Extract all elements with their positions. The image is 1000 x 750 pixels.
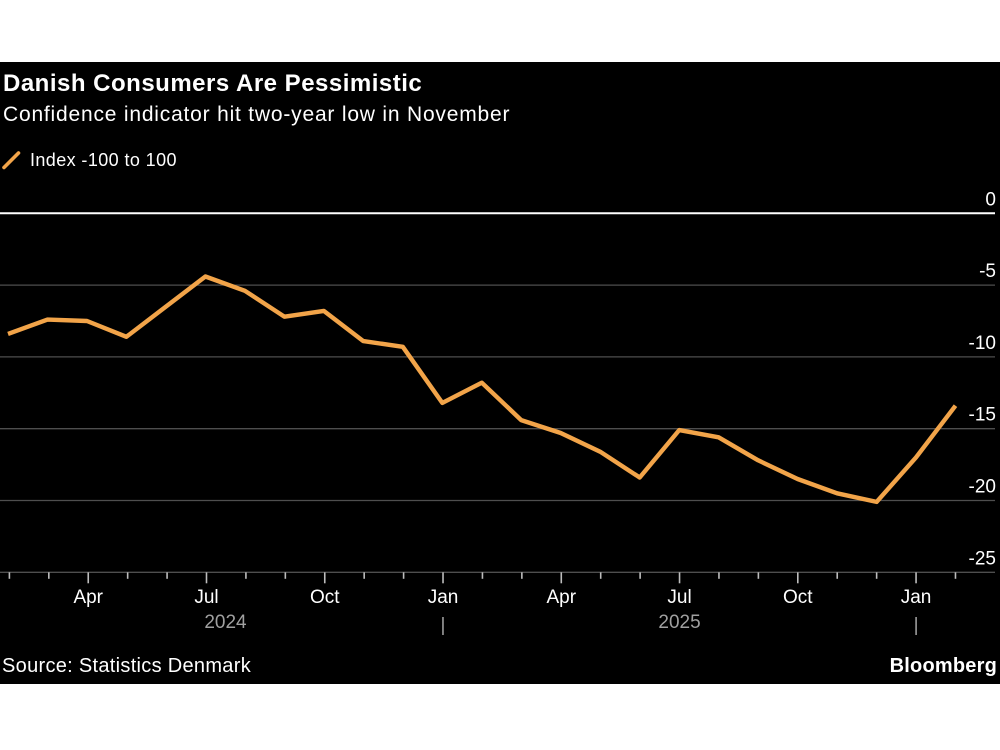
x-axis-month-label: Apr [73,587,103,608]
x-axis-month-label: Jul [667,587,691,608]
y-axis-label: -25 [969,548,996,569]
x-axis-month-label: Oct [783,587,813,608]
x-axis-month-label: Apr [546,587,576,608]
chart-subtitle: Confidence indicator hit two-year low in… [3,103,511,126]
chart-card: 0 -5 -10 -15 -20 -25 Apr Jul Oct Jan Apr Jul Oct Jan |… [0,62,1000,684]
chart-footer: Source: Statistics Denmark Bloomberg [2,655,997,683]
bloomberg-logo: Bloomberg [889,655,997,677]
source-note: Source: Statistics Denmark [2,655,251,677]
y-axis-label: -10 [969,333,996,354]
y-axis-label: -15 [969,405,996,426]
legend-label: Index -100 to 100 [30,149,177,170]
y-axis-label: 0 [985,189,996,210]
chart-title: Danish Consumers Are Pessimistic [3,70,423,97]
x-axis-month-label: Jan [901,587,932,608]
year-divider: | [441,615,446,636]
confidence-index-line [7,274,958,505]
x-axis-month-label: Jul [194,587,218,608]
year-label: 2024 [204,612,247,633]
line-series-swatch-icon [2,151,21,170]
year-divider: | [914,615,919,636]
x-axis-month-label: Jan [428,587,459,608]
legend: Index -100 to 100 [2,148,177,172]
line-chart-plot: 0 -5 -10 -15 -20 -25 Apr Jul Oct Jan Apr Jul Oct Jan |… [0,189,996,636]
y-axis-label: -20 [969,477,996,498]
x-axis-month-label: Oct [310,587,340,608]
y-axis-label: -5 [979,261,996,282]
year-label: 2025 [658,612,700,633]
